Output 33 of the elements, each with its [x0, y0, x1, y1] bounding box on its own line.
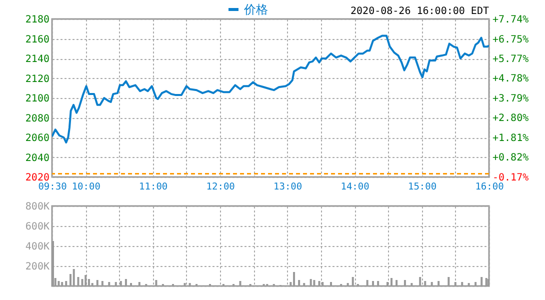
y-tick-label: 2120 [25, 74, 50, 85]
x-tick-label: 11:00 [139, 182, 168, 192]
y-tick-label: 600K [25, 222, 50, 232]
x-tick-label: 15:00 [408, 182, 437, 192]
y2-tick-label: +0.82% [492, 152, 529, 164]
x-tick-label: 12:00 [206, 182, 236, 192]
x-tick-label: 14:00 [340, 182, 370, 192]
y2-tick-label: +2.80% [492, 113, 529, 124]
y2-tick-label: +5.77% [492, 54, 529, 65]
x-tick-label: 13:00 [274, 182, 302, 192]
y-tick-label: 2100 [25, 94, 50, 104]
y2-tick-label: +7.74% [492, 14, 529, 26]
y-tick-label: 2060 [25, 133, 50, 144]
y-tick-label: 2080 [25, 113, 50, 124]
y2-tick-label: -0.17% [492, 172, 529, 184]
x-tick-label: 16:00 [475, 182, 504, 192]
y-tick-label: 800K [25, 202, 50, 212]
y-tick-label: 2040 [25, 152, 50, 164]
y-tick-label: 200K [25, 262, 50, 272]
x-tick-label: 09:30 [38, 182, 68, 192]
y2-tick-label: +4.78% [492, 74, 529, 85]
x-tick-label: 10:00 [72, 182, 101, 192]
y-tick-label: 400K [25, 242, 50, 252]
legend-label: 价格 [243, 2, 268, 16]
y-tick-label: 2140 [25, 54, 50, 65]
text: 2020-08-26 16:00:00 EDT [350, 6, 489, 17]
y2-tick-label: +1.81% [492, 132, 529, 144]
y-tick-label: 2020 [25, 172, 50, 184]
y2-tick-label: +6.75% [492, 34, 529, 46]
y-tick-label: 2160 [25, 34, 50, 46]
y2-tick-label: +3.79% [492, 93, 529, 104]
line-series [52, 34, 489, 144]
y-tick-label: 2180 [25, 14, 50, 26]
